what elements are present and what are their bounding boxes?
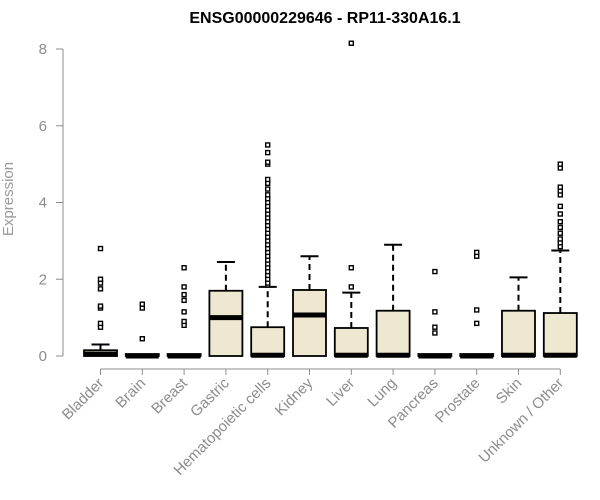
- y-tick-label: 2: [39, 271, 47, 288]
- outlier-point: [432, 268, 438, 275]
- outlier-point: [97, 303, 104, 309]
- outlier-point: [181, 291, 187, 298]
- box-kidney: [292, 255, 327, 357]
- outlier-point: [181, 297, 187, 304]
- outlier-point: [181, 318, 187, 325]
- outlier-point: [97, 286, 104, 292]
- y-tick-label: 6: [39, 118, 47, 135]
- box-hematopoietic-cells: [250, 142, 286, 358]
- outlier-point: [181, 309, 187, 315]
- outlier-point: [557, 236, 563, 242]
- outlier-point: [348, 40, 354, 46]
- outlier-point: [265, 142, 271, 148]
- outlier-point: [557, 161, 563, 167]
- y-axis: 0 2 4 6 8: [39, 41, 64, 365]
- outlier-point: [97, 320, 104, 327]
- outlier-point: [557, 224, 563, 231]
- y-axis-title: Expression: [0, 162, 17, 236]
- outlier-point: [557, 218, 563, 225]
- box-breast: [166, 265, 202, 359]
- outlier-point: [348, 265, 354, 271]
- x-tick-label: Breast: [148, 374, 191, 417]
- x-tick-label: Brain: [112, 375, 149, 412]
- outlier-point: [557, 184, 563, 190]
- box-gastric: [208, 260, 244, 357]
- outlier-point: [265, 186, 271, 192]
- outlier-point: [432, 309, 438, 315]
- outlier-point: [265, 159, 271, 165]
- box-unknown-other: [542, 161, 578, 358]
- box-rect: [292, 289, 327, 357]
- x-tick-label: Prostate: [432, 375, 484, 427]
- outlier-point: [97, 276, 104, 282]
- outlier-point: [474, 320, 480, 327]
- outlier-point: [474, 249, 480, 256]
- outlier-point: [432, 324, 438, 330]
- y-tick-label: 8: [39, 41, 47, 58]
- box-skin: [501, 276, 536, 358]
- x-tick-label: Liver: [323, 375, 358, 410]
- box-series: [83, 40, 578, 359]
- box-rect: [501, 309, 536, 357]
- x-tick-label: Skin: [493, 375, 526, 408]
- y-tick-label: 4: [39, 195, 47, 212]
- outlier-point: [265, 176, 271, 183]
- box-rect: [208, 289, 244, 357]
- box-pancreas: [417, 268, 453, 359]
- outlier-point: [474, 307, 480, 313]
- outlier-point: [139, 301, 146, 307]
- outlier-point: [432, 330, 438, 336]
- x-tick-label: Kidney: [272, 374, 317, 419]
- y-tick-label: 0: [39, 348, 47, 365]
- box-lung: [375, 243, 411, 358]
- box-brain: [124, 301, 160, 359]
- box-bladder: [83, 245, 118, 357]
- outlier-point: [557, 211, 563, 217]
- x-tick-label: Lung: [364, 375, 400, 411]
- x-tick-label: Bladder: [59, 375, 108, 424]
- box-prostate: [459, 249, 495, 359]
- box-rect: [542, 312, 578, 357]
- outlier-point: [97, 245, 104, 252]
- outlier-point: [139, 336, 146, 342]
- outlier-point: [181, 265, 187, 271]
- box-rect: [333, 327, 369, 357]
- box-liver: [333, 40, 369, 358]
- box-rect: [250, 326, 286, 357]
- outlier-point: [181, 284, 187, 290]
- outlier-point: [265, 192, 271, 198]
- chart-title: ENSG00000229646 - RP11-330A16.1: [189, 10, 460, 27]
- outlier-point: [557, 230, 563, 236]
- box-rect: [375, 309, 411, 357]
- outlier-point: [348, 284, 354, 290]
- outlier-point: [557, 203, 563, 210]
- outlier-point: [265, 149, 271, 156]
